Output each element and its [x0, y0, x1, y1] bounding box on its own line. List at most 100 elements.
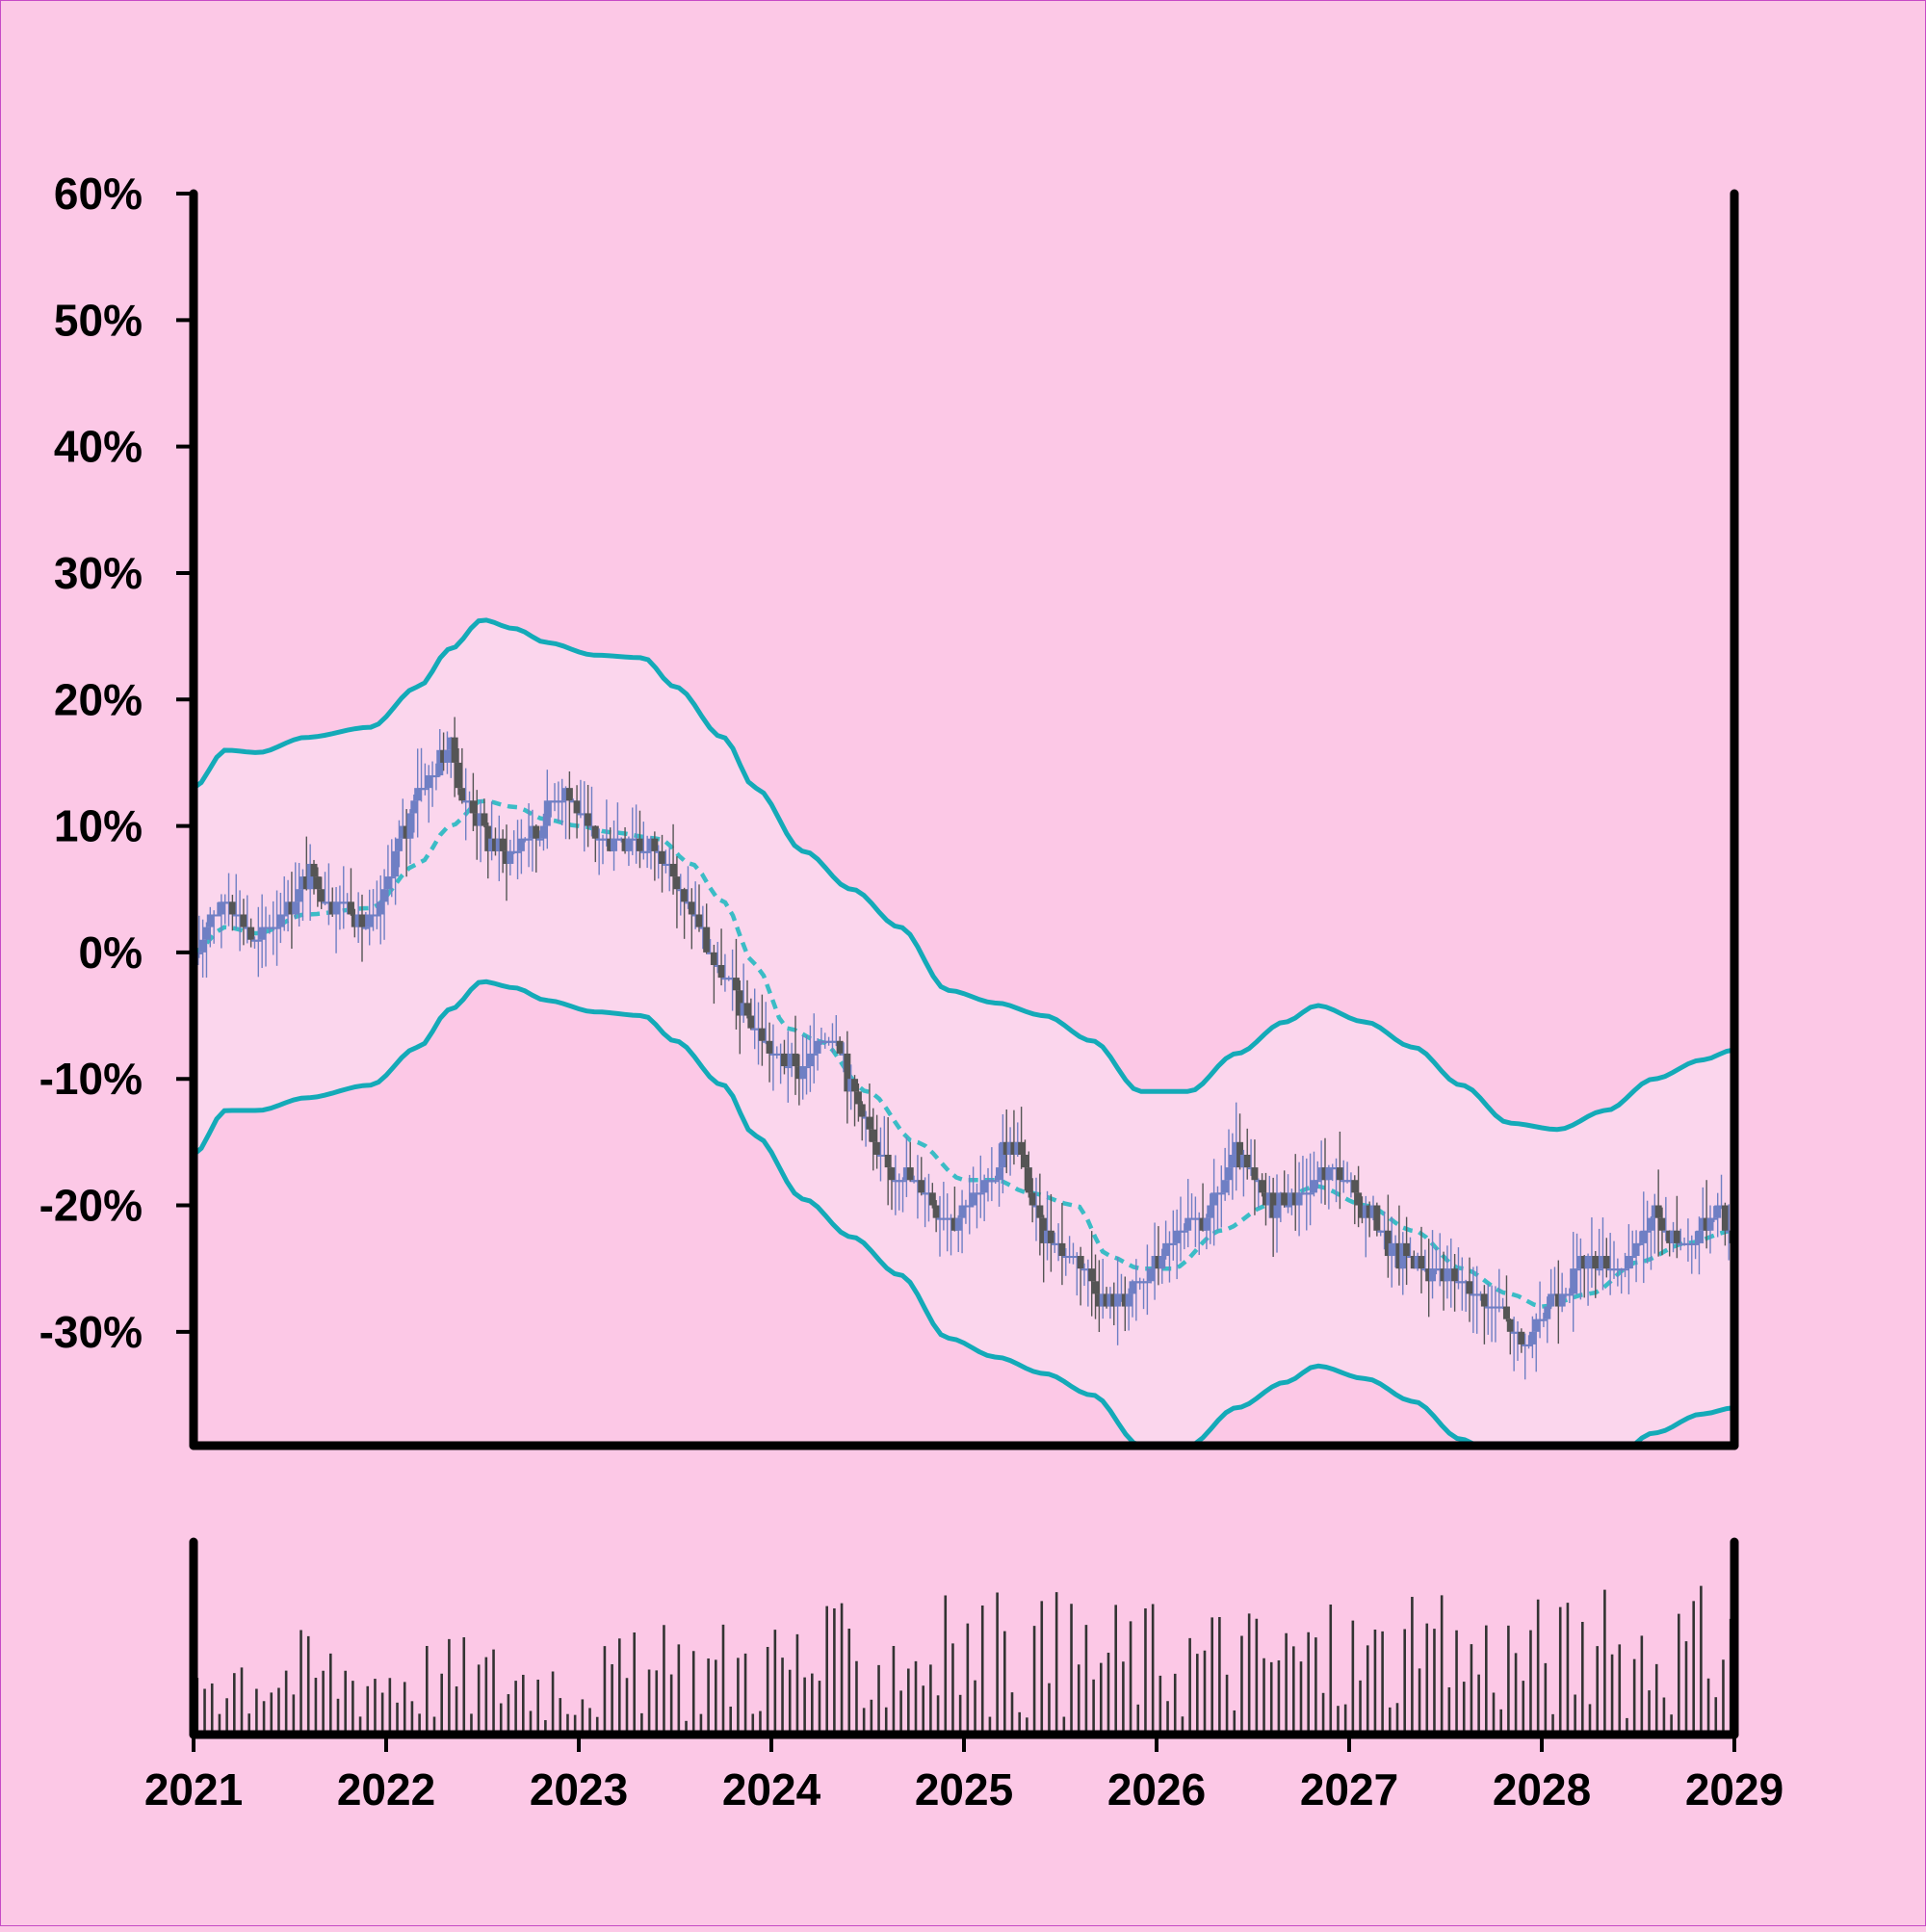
candle-body — [1554, 1293, 1562, 1307]
candle-body — [1580, 1256, 1588, 1269]
candle-body — [1217, 1192, 1225, 1195]
candle-body — [228, 901, 236, 915]
y-tick-label: 0% — [79, 927, 143, 978]
candle-body — [1550, 1293, 1558, 1296]
candle-body — [918, 1180, 925, 1193]
candle-body — [510, 850, 518, 853]
candle-body — [1047, 1230, 1054, 1243]
candle-body — [1447, 1268, 1455, 1271]
candle-body — [684, 901, 691, 904]
candle-body — [1403, 1242, 1411, 1257]
candle-body — [436, 749, 444, 776]
candle-body — [587, 825, 595, 828]
candle-body — [1143, 1281, 1151, 1284]
candle-body — [1625, 1256, 1632, 1269]
candle-body — [432, 775, 440, 778]
candle-body — [425, 775, 432, 789]
candle-body — [1002, 1141, 1010, 1155]
candle-body — [1658, 1217, 1666, 1231]
candle-body — [1158, 1256, 1166, 1269]
candle-body — [1358, 1205, 1366, 1218]
candle-body — [214, 914, 221, 917]
candle-body — [1299, 1192, 1307, 1195]
candle-body — [928, 1192, 936, 1206]
candle-body — [1291, 1192, 1299, 1206]
candle-body — [1680, 1242, 1688, 1245]
candle-body — [1251, 1167, 1259, 1181]
candle-body — [325, 901, 332, 904]
candle-body — [762, 1040, 769, 1043]
candle-body — [1173, 1230, 1181, 1243]
candle-body — [896, 1180, 903, 1183]
candle-body — [639, 850, 647, 853]
candle-body — [555, 800, 562, 803]
candle-body — [1584, 1256, 1592, 1269]
candle-body — [884, 1154, 892, 1168]
candle-body — [662, 863, 669, 866]
candle-body — [1444, 1268, 1451, 1282]
candle-body — [354, 914, 362, 927]
candle-body — [1303, 1192, 1311, 1195]
candle-body — [1548, 1293, 1555, 1307]
candle-body — [1277, 1192, 1285, 1206]
candle-body — [1125, 1293, 1132, 1307]
candle-body — [1044, 1230, 1052, 1243]
candle-body — [414, 788, 422, 801]
candle-body — [966, 1205, 974, 1208]
candle-body — [1436, 1268, 1444, 1271]
candle-body — [1392, 1242, 1399, 1245]
candle-body — [418, 788, 426, 791]
candle-body — [1425, 1268, 1433, 1282]
candle-body — [1207, 1205, 1214, 1218]
candle-body — [688, 901, 695, 915]
candle-body — [1462, 1281, 1470, 1284]
candle-body — [1522, 1344, 1529, 1346]
candle-body — [517, 838, 525, 851]
candle-body — [777, 1053, 785, 1056]
candle-body — [717, 965, 725, 979]
x-axis-ticks: 2021 2022 2023 2024 2025 2026 2027 2028 2029 — [144, 1735, 1783, 1815]
candle-body — [1703, 1217, 1710, 1231]
candle-body — [1054, 1242, 1062, 1245]
candle-body — [529, 825, 536, 839]
candle-body — [543, 800, 551, 826]
candle-body — [1273, 1205, 1281, 1218]
candle-body — [1596, 1268, 1603, 1271]
candle-body — [440, 749, 448, 763]
candle-body — [399, 825, 406, 839]
candle-body — [1622, 1268, 1629, 1271]
candle-body — [1614, 1268, 1622, 1271]
candle-body — [892, 1180, 899, 1183]
candle-body — [195, 952, 203, 954]
candle-body — [747, 1015, 755, 1029]
candle-body — [481, 813, 488, 826]
candle-body — [1470, 1293, 1477, 1296]
candle-body — [1155, 1256, 1162, 1269]
candle-body — [1095, 1293, 1103, 1307]
candle-body — [266, 927, 273, 929]
candle-body — [373, 914, 380, 917]
candle-body — [844, 1053, 851, 1092]
candle-body — [344, 901, 351, 904]
candle-body — [1399, 1242, 1407, 1269]
candle-body — [1114, 1293, 1122, 1307]
candle-body — [932, 1205, 940, 1218]
candle-body — [1592, 1256, 1600, 1269]
candle-body — [247, 927, 255, 940]
candle-body — [336, 901, 344, 904]
candle-body — [410, 800, 418, 814]
candle-body — [854, 1091, 862, 1105]
candle-body — [484, 825, 492, 851]
candle-body — [1695, 1230, 1703, 1243]
candle-body — [799, 1066, 807, 1080]
candle-body — [395, 838, 403, 851]
candle-body — [1032, 1205, 1040, 1208]
candle-body — [873, 1141, 881, 1155]
candle-body — [922, 1192, 929, 1195]
candle-body — [792, 1053, 799, 1067]
candle-body — [1381, 1230, 1389, 1233]
candle-body — [273, 927, 281, 929]
candle-body — [296, 889, 303, 902]
candle-body — [721, 978, 729, 980]
candle-body — [1132, 1281, 1140, 1284]
